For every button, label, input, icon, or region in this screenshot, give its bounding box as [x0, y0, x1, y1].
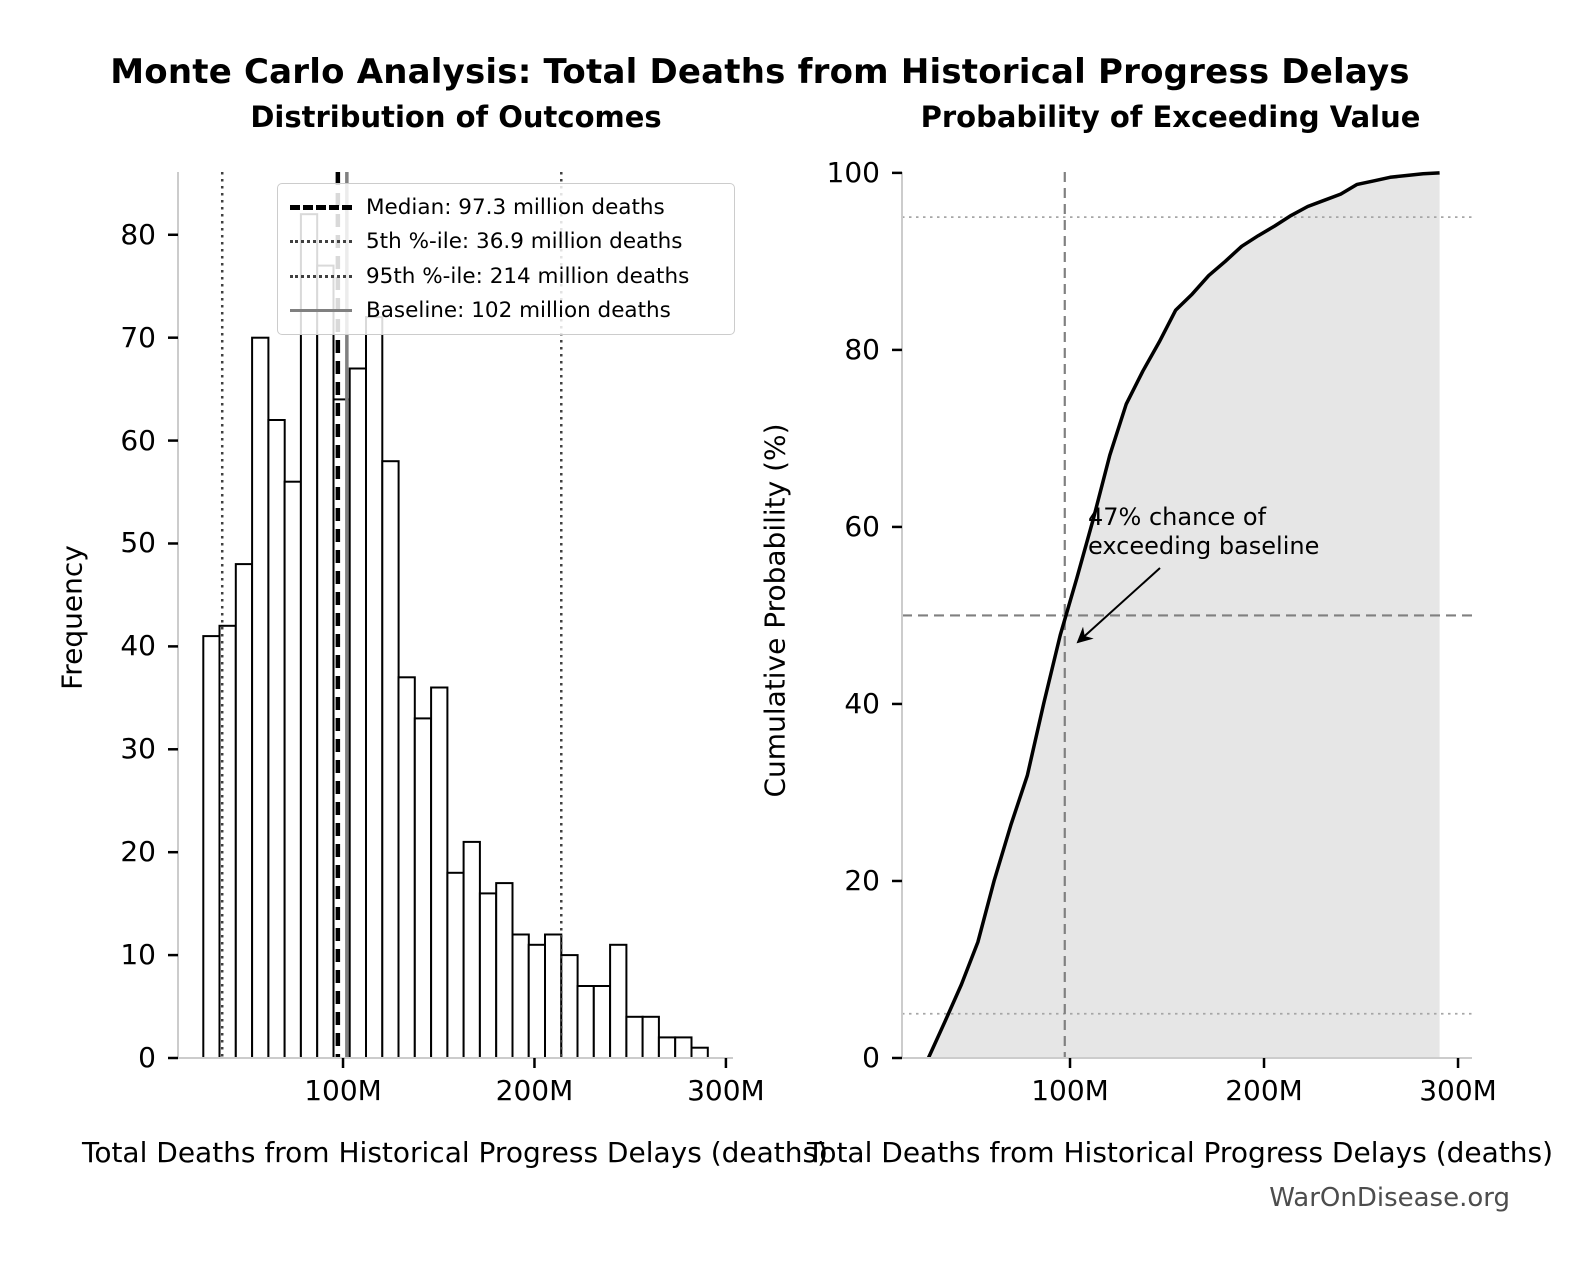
baseline-line-sample [290, 309, 352, 313]
histogram-title: Distribution of Outcomes [250, 100, 662, 134]
histogram-bar [560, 954, 579, 1059]
histogram-bar [527, 943, 547, 1059]
cdf-yaxis-label: Cumulative Probability (%) [758, 423, 792, 798]
cdf-title: Probability of Exceeding Value [920, 100, 1421, 134]
legend-label-p5: 5th %-ile: 36.9 million deaths [366, 229, 683, 255]
histogram-bar [251, 336, 270, 1059]
hist-y-tick-label: 20 [120, 835, 156, 869]
cdf-x-tick-label: 100M [1031, 1074, 1109, 1107]
cdf-y-tick-label: 100 [826, 155, 880, 189]
legend-item-median: Median: 97.3 million deaths [290, 190, 724, 224]
median-line-sample [290, 204, 352, 210]
annotation-arrow [1076, 567, 1161, 644]
histogram-bar [478, 892, 498, 1060]
histogram-bar [413, 717, 433, 1060]
legend-label-baseline: Baseline: 102 million deaths [366, 298, 671, 324]
cdf-y-tick-label: 0 [862, 1041, 880, 1074]
hist-x-tick-label: 200M [495, 1074, 574, 1107]
histogram-bar [299, 213, 319, 1059]
legend-label-median: Median: 97.3 million deaths [366, 194, 665, 220]
histogram-bar [657, 1036, 677, 1060]
legend-item-p95: 95th %-ile: 214 million deaths [290, 259, 724, 293]
histogram-bar [267, 419, 286, 1059]
histogram-bar [365, 316, 384, 1060]
histogram-xaxis-label: Total Deaths from Historical Progress De… [81, 1136, 829, 1169]
hist-y-tick-label: 40 [120, 629, 156, 663]
hist-y-tick-label: 80 [120, 217, 156, 251]
histogram-bar [690, 1046, 709, 1059]
cdf-y-tick-label: 20 [844, 863, 880, 897]
legend-item-baseline: Baseline: 102 million deaths [290, 294, 724, 328]
legend-item-p5: 5th %-ile: 36.9 million deaths [290, 225, 724, 259]
hist-y-tick-label: 60 [120, 423, 156, 457]
cdf-xaxis-label: Total Deaths from Historical Progress De… [806, 1136, 1554, 1169]
histogram-bar [462, 840, 481, 1060]
watermark-text: WarOnDisease.org [1269, 1183, 1510, 1213]
cdf-y-tick-label: 60 [844, 509, 880, 543]
legend: Median: 97.3 million deaths 5th %-ile: 3… [277, 183, 735, 335]
histogram-bar [381, 460, 400, 1059]
cdf-y-tick-label: 40 [844, 686, 880, 720]
histogram-bar [511, 933, 530, 1059]
cdf-curve [926, 171, 1440, 1059]
figure-title: Monte Carlo Analysis: Total Deaths from … [110, 52, 1410, 92]
histogram-bar [576, 985, 595, 1059]
p95-line-sample [290, 274, 352, 278]
hist-x-tick-label: 300M [687, 1074, 765, 1107]
histogram-yaxis-label: Frequency [55, 545, 89, 690]
cdf-annotation-text: 47% chance of exceeding baseline [1088, 503, 1320, 560]
hist-y-tick-label: 70 [120, 320, 156, 354]
histogram-bar [202, 635, 221, 1059]
cdf-x-tick-label: 200M [1225, 1074, 1303, 1107]
hist-y-tick-label: 50 [120, 526, 156, 560]
histogram-bar [234, 563, 254, 1059]
histogram-bar [592, 985, 612, 1059]
histogram-bar [446, 871, 465, 1059]
histogram-bar [316, 264, 335, 1060]
cdf-x-tick-label: 300M [1419, 1074, 1497, 1107]
histogram-bar [397, 676, 416, 1059]
histogram-bar [348, 367, 368, 1059]
histogram-bar [674, 1036, 693, 1060]
p5-line-sample [290, 240, 352, 244]
histogram-bar [544, 933, 563, 1059]
hist-y-tick-label: 10 [120, 938, 156, 972]
histogram-bar [495, 882, 514, 1059]
histogram-bar [609, 943, 628, 1059]
histogram-bar [625, 1015, 644, 1059]
histogram-bar [283, 480, 302, 1059]
histogram-bar [430, 686, 449, 1059]
cdf-y-tick-label: 80 [844, 332, 880, 366]
hist-y-tick-label: 0 [138, 1041, 156, 1074]
legend-label-p95: 95th %-ile: 214 million deaths [366, 263, 690, 289]
hist-y-tick-label: 30 [120, 732, 156, 766]
histogram-bar [641, 1015, 660, 1059]
hist-x-tick-label: 100M [304, 1074, 382, 1107]
